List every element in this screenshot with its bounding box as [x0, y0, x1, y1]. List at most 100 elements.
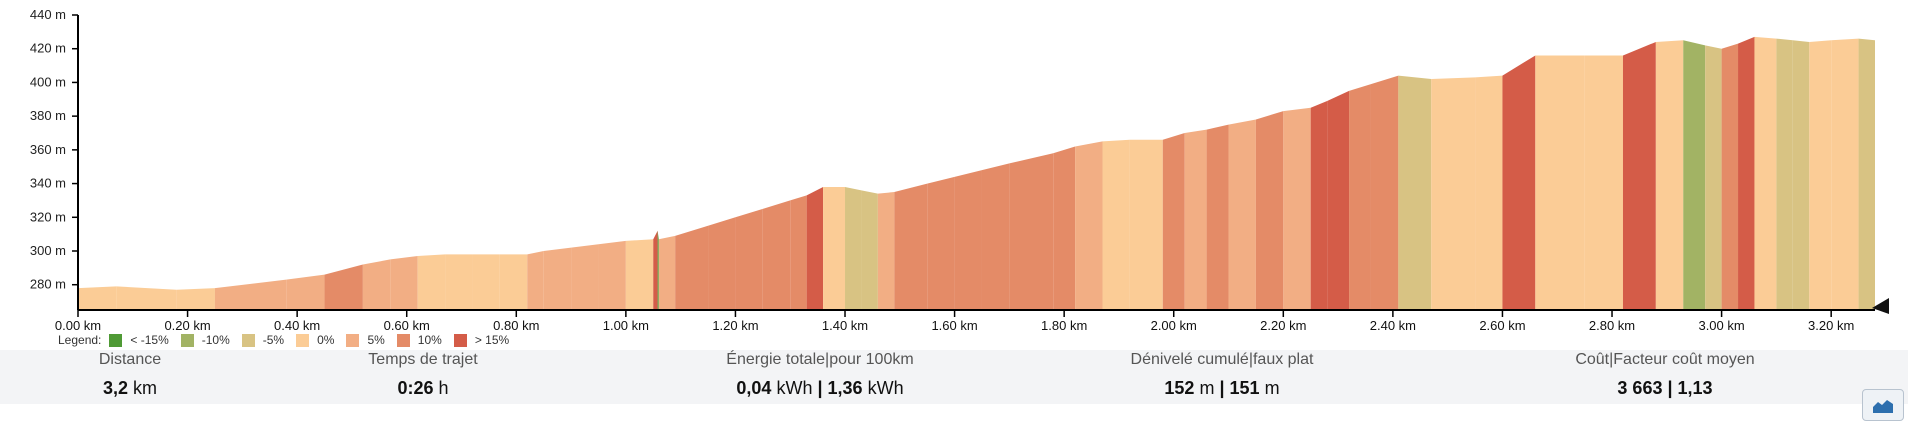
stat-elevation-gain-value: 152 m | 151 m: [1164, 378, 1280, 398]
x-tick-label: 1.40 km: [822, 318, 868, 333]
profile-segment: [806, 186, 824, 310]
y-tick-label: 380 m: [30, 108, 66, 123]
profile-segment: [543, 247, 572, 310]
legend-item: 5%: [346, 333, 385, 347]
profile-segment: [861, 190, 878, 310]
profile-segment: [1502, 55, 1536, 311]
profile-segment: [527, 251, 544, 310]
stat-cost: Coût|Facteur coût moyen 3 663 | 1,13: [1515, 350, 1815, 399]
profile-segment: [324, 264, 363, 310]
profile-segment: [954, 170, 982, 310]
x-tick-label: 0.00 km: [55, 318, 101, 333]
legend-swatch: [180, 333, 194, 347]
profile-segment: [417, 254, 446, 310]
profile-segment: [653, 230, 658, 310]
legend-swatch: [396, 333, 410, 347]
x-tick-label: 1.20 km: [712, 318, 758, 333]
elevation-chart[interactable]: 280 m 300 m 320 m 340 m 360 m 380 m 400 m 420 m…: [0, 0, 1908, 348]
y-tick-label: 340 m: [30, 176, 66, 191]
profile-segment: [845, 186, 862, 310]
profile-segment: [1102, 139, 1130, 310]
profile-segment: [499, 254, 528, 310]
profile-segment: [1431, 77, 1476, 310]
legend-swatch: [109, 333, 123, 347]
profile-segment: [1475, 75, 1503, 310]
x-tick-label: 0.80 km: [493, 318, 539, 333]
profile-segment: [1721, 43, 1739, 311]
legend: Legend: < -15% -10% -5% 0% 5% 10% > 15%: [58, 332, 521, 348]
profile-segment: [1809, 40, 1832, 311]
profile-segment: [1754, 36, 1777, 311]
legend-item: 10%: [396, 333, 442, 347]
profile-segment: [1255, 111, 1284, 310]
profile-segment: [1075, 141, 1103, 310]
stat-cost-value: 3 663 | 1,13: [1617, 378, 1713, 398]
profile-segment: [981, 163, 1010, 310]
stat-distance: Distance 3,2 km: [0, 350, 280, 399]
profile-segment: [1184, 129, 1207, 310]
profile-segment: [390, 256, 418, 310]
profile-segment: [214, 279, 287, 310]
profile-segment: [176, 288, 215, 310]
profile-segment: [1053, 146, 1076, 310]
y-tick-label: 280 m: [30, 277, 66, 292]
profile-segment: [675, 225, 709, 310]
profile-segment: [1228, 119, 1256, 310]
legend-item: -5%: [241, 333, 285, 347]
y-tick-label: 400 m: [30, 74, 66, 89]
stat-distance-label: Distance: [98, 351, 162, 368]
legend-label: -5%: [262, 333, 285, 347]
area-chart-icon: [1873, 400, 1893, 413]
profile-segment: [1705, 45, 1722, 310]
legend-swatch: [346, 333, 360, 347]
profile-segment: [708, 217, 736, 310]
profile-segment: [472, 254, 500, 310]
profile-segment: [657, 230, 659, 310]
profile-segment: [877, 192, 895, 310]
profile-segment: [362, 259, 391, 310]
profile-segment: [78, 286, 117, 310]
profile-segment: [790, 195, 807, 310]
profile-segment: [1327, 90, 1350, 310]
profile-segment: [116, 286, 177, 310]
y-tick-label: 300 m: [30, 243, 66, 258]
stat-elevation-gain: Dénivelé cumulé|faux plat 152 m | 151 m: [1072, 350, 1372, 399]
profile-segment: [1370, 75, 1399, 310]
profile-segment: [894, 183, 928, 310]
position-marker-icon[interactable]: [1872, 298, 1889, 314]
profile-segment: [762, 200, 791, 310]
stat-travel-time-label: Temps de trajet: [368, 351, 478, 368]
chart-toggle-button[interactable]: [1862, 389, 1904, 421]
profile-segment: [1858, 38, 1875, 310]
profile-segment: [735, 208, 763, 310]
profile-segment: [1129, 139, 1163, 310]
legend-item: -10%: [180, 333, 230, 347]
profile-segment: [1655, 40, 1684, 311]
y-tick-label: 440 m: [30, 7, 66, 22]
profile-segment: [1535, 55, 1585, 311]
stat-travel-time: Temps de trajet 0:26 h: [273, 350, 573, 399]
y-tick-label: 420 m: [30, 41, 66, 56]
x-tick-label: 2.80 km: [1589, 318, 1635, 333]
profile-segment: [1831, 38, 1859, 310]
legend-label: 10%: [417, 333, 442, 347]
legend-item: < -15%: [109, 333, 169, 347]
stat-travel-time-value: 0:26 h: [397, 378, 449, 398]
x-tick-label: 0.20 km: [164, 318, 210, 333]
elevation-chart-svg: 280 m 300 m 320 m 340 m 360 m 380 m 400 m 420 m…: [30, 7, 1889, 333]
profile-segment: [658, 235, 676, 310]
legend-label: 0%: [317, 333, 335, 347]
profile-segment: [1349, 84, 1371, 310]
legend-label: > 15%: [474, 333, 510, 347]
stat-energy-label: Énergie totale|pour 100km: [726, 351, 914, 368]
profile-segment: [1206, 124, 1229, 310]
profile-segment: [1776, 38, 1793, 310]
stat-elevation-gain-label: Dénivelé cumulé|faux plat: [1130, 351, 1314, 368]
x-tick-label: 1.80 km: [1041, 318, 1087, 333]
x-tick-label: 3.20 km: [1808, 318, 1854, 333]
y-tick-label: 320 m: [30, 209, 66, 224]
x-tick-label: 1.60 km: [931, 318, 977, 333]
profile-segment: [1162, 133, 1185, 310]
x-tick-label: 2.20 km: [1260, 318, 1306, 333]
profile-segment: [598, 240, 626, 310]
